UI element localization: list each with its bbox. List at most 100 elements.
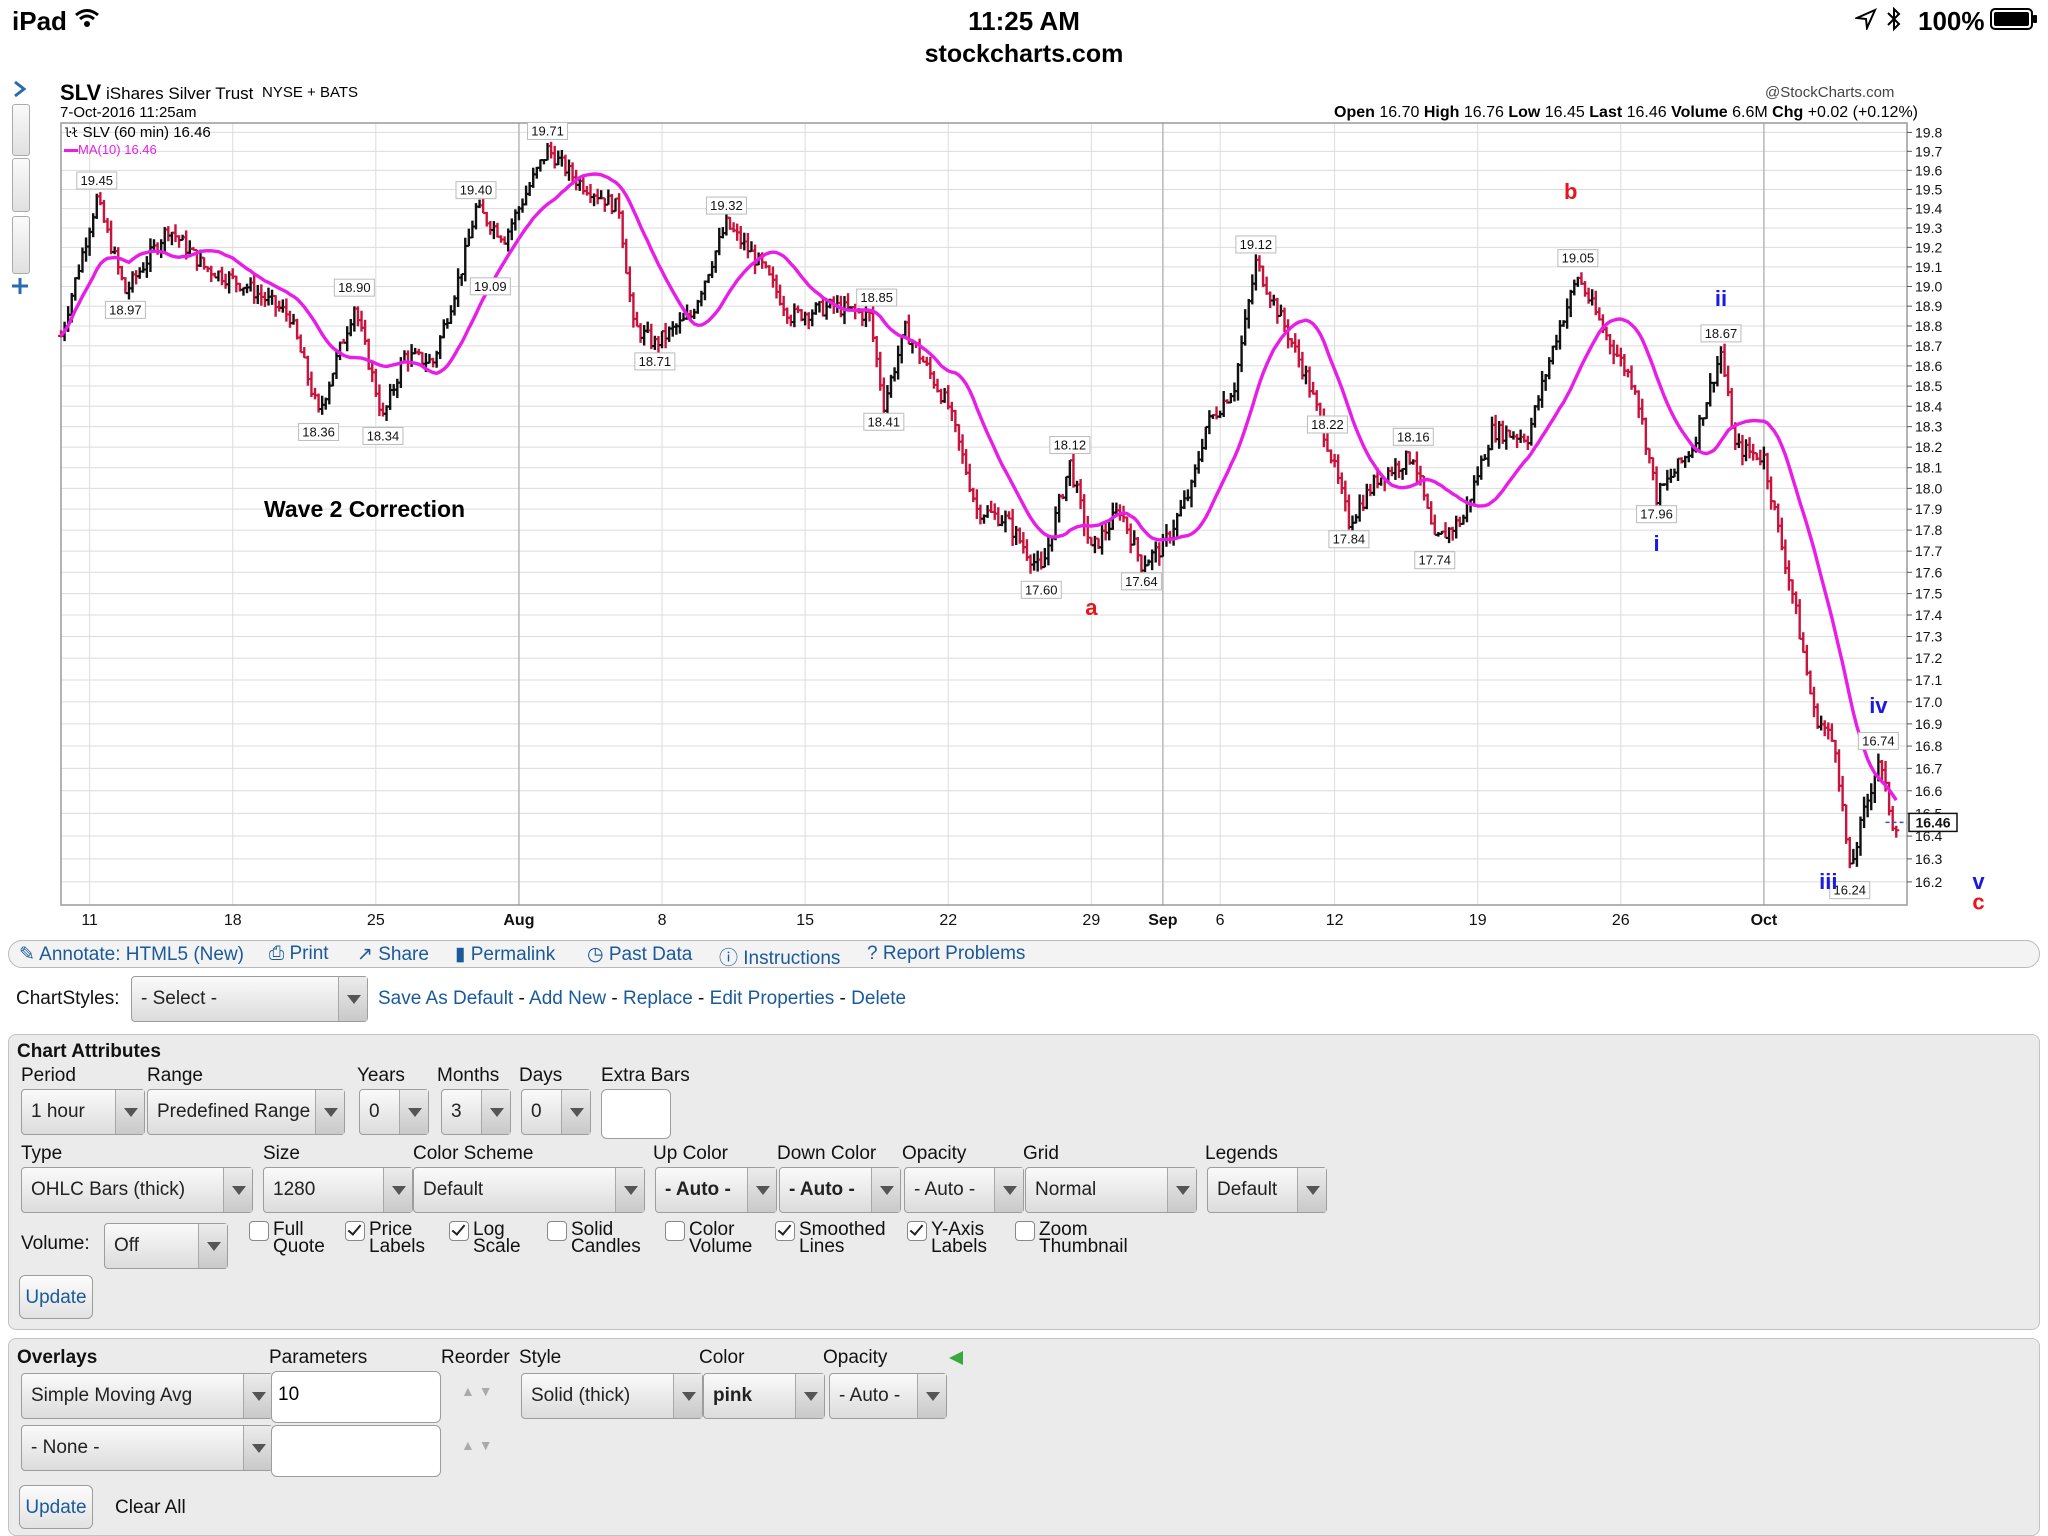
chevron-down-icon xyxy=(917,1374,946,1418)
chevron-down-icon xyxy=(673,1374,702,1418)
checkbox-box[interactable] xyxy=(249,1221,269,1241)
x-tick-label: Sep xyxy=(1148,912,1178,929)
checkbox-box[interactable] xyxy=(665,1221,685,1241)
save-as-default-link[interactable]: Save As Default xyxy=(378,988,514,1009)
instructions-link[interactable]: ⓘ Instructions xyxy=(719,948,841,969)
price-label-box xyxy=(362,426,404,445)
overlays-panel: Overlays Parameters Reorder Style Color … xyxy=(8,1338,2040,1536)
style-label: Style xyxy=(519,1347,562,1368)
down-color-select[interactable]: - Auto - xyxy=(779,1167,901,1213)
legend-price: ŀł SLV (60 min) 16.46 xyxy=(64,124,211,141)
checkbox-box[interactable] xyxy=(1015,1221,1035,1241)
range-select[interactable]: Predefined Range xyxy=(147,1089,345,1135)
chevron-down-icon xyxy=(747,1168,776,1212)
years-select[interactable]: 0 xyxy=(359,1089,429,1135)
price-label-box xyxy=(1020,580,1062,599)
checkbox-box[interactable] xyxy=(775,1221,795,1241)
months-select[interactable]: 3 xyxy=(441,1089,511,1135)
price-labels: 19.45 18.97 18.36 18.90 18.34 19.40 19.09 19.71… xyxy=(76,121,1899,900)
plus-icon[interactable] xyxy=(10,276,30,296)
checkbox-box[interactable] xyxy=(547,1221,567,1241)
stockcharts-watermark: @StockCharts.com xyxy=(1765,84,1895,101)
y-tick-label: 19.2 xyxy=(1915,239,1942,255)
y-tick-label: 19.4 xyxy=(1915,201,1942,217)
y-tick-label: 19.5 xyxy=(1915,181,1942,197)
past-data-link[interactable]: ◷ Past Data xyxy=(587,944,693,965)
permalink-link[interactable]: ▮ Permalink xyxy=(455,944,556,965)
replace-link[interactable]: Replace xyxy=(623,988,693,1009)
y-tick-label: 17.7 xyxy=(1915,543,1942,559)
checkbox-box[interactable] xyxy=(907,1221,927,1241)
overlay-params-input-1[interactable]: 10 xyxy=(271,1371,441,1423)
price-label-box xyxy=(1120,572,1162,591)
scroll-handle-mid[interactable] xyxy=(12,158,30,212)
scroll-handle-top[interactable] xyxy=(12,104,30,156)
price-label-box xyxy=(1857,731,1899,750)
reorder-arrows-1[interactable]: ▲ ▼ xyxy=(461,1383,493,1399)
plot-frame xyxy=(60,122,1908,906)
price-label-box xyxy=(634,352,676,371)
x-tick-label: 12 xyxy=(1326,912,1344,929)
checkbox-box[interactable] xyxy=(345,1221,365,1241)
add-new-link[interactable]: Add New xyxy=(529,988,607,1009)
grid-label: Grid xyxy=(1023,1143,1059,1164)
legend-ma-text: MA(10) 16.46 xyxy=(78,142,157,157)
type-select[interactable]: OHLC Bars (thick) xyxy=(21,1167,253,1213)
overlay-style-select-1[interactable]: Solid (thick) xyxy=(521,1373,703,1419)
overlay-params-input-2[interactable] xyxy=(271,1425,441,1477)
report-problems-link[interactable]: ? Report Problems xyxy=(867,943,1026,964)
price-label: 17.84 xyxy=(1333,532,1366,547)
exchange: NYSE + BATS xyxy=(262,84,359,101)
chevron-down-icon xyxy=(1297,1168,1326,1212)
color-scheme-label: Color Scheme xyxy=(413,1143,534,1164)
days-select[interactable]: 0 xyxy=(521,1089,591,1135)
delete-link[interactable]: Delete xyxy=(851,988,907,1009)
chevron-down-icon xyxy=(795,1374,824,1418)
size-select[interactable]: 1280 xyxy=(263,1167,413,1213)
up-color-select[interactable]: - Auto - xyxy=(655,1167,777,1213)
expand-arrow-icon[interactable] xyxy=(12,80,28,98)
y-tick-label: 16.6 xyxy=(1915,783,1942,799)
price-label: 16.24 xyxy=(1833,883,1866,898)
y-tick-label: 18.5 xyxy=(1915,378,1942,394)
annotate-link[interactable]: ✎ Annotate: HTML5 (New) xyxy=(19,944,245,965)
x-tick-label: Aug xyxy=(503,912,534,929)
wave-label: c xyxy=(1972,890,1984,915)
attributes-update-button[interactable]: Update xyxy=(19,1275,93,1319)
url-bar[interactable]: stockcharts.com xyxy=(924,40,1124,68)
legends-select[interactable]: Default xyxy=(1207,1167,1327,1213)
print-link[interactable]: ⎙ Print xyxy=(269,943,329,964)
extra-bars-input[interactable] xyxy=(601,1089,671,1139)
days-label: Days xyxy=(519,1065,563,1086)
scroll-handle-bottom[interactable] xyxy=(12,216,30,274)
down-color-label: Down Color xyxy=(777,1143,877,1164)
opacity-select[interactable]: - Auto - xyxy=(904,1167,1024,1213)
checkbox-box[interactable] xyxy=(449,1221,469,1241)
color-scheme-select[interactable]: Default xyxy=(413,1167,645,1213)
overlay-type-select-1[interactable]: Simple Moving Avg xyxy=(21,1373,273,1419)
period-select[interactable]: 1 hour xyxy=(21,1089,145,1135)
reorder-arrows-2[interactable]: ▲ ▼ xyxy=(461,1437,493,1453)
price-label-box xyxy=(1049,436,1091,455)
chevron-down-icon xyxy=(1167,1168,1196,1212)
overlay-type-select-2[interactable]: - None - xyxy=(21,1425,273,1471)
play-left-icon[interactable] xyxy=(947,1349,965,1367)
overlay-opacity-select-1[interactable]: - Auto - xyxy=(829,1373,947,1419)
clear-all-link[interactable]: Clear All xyxy=(115,1497,186,1518)
price-chart[interactable]: 19.8 19.7 19.6 19.5 19.4 19.3 19.2 19.1 19.0 18.9… xyxy=(0,78,2048,938)
share-link[interactable]: ↗ Share xyxy=(357,944,429,965)
volume-select[interactable]: Off xyxy=(104,1223,228,1269)
price-label-box xyxy=(527,121,569,140)
checkbox-label: Price Labels xyxy=(369,1219,425,1257)
price-label: 19.05 xyxy=(1562,251,1595,266)
price-label-box xyxy=(1392,427,1434,446)
overlay-color-select-1[interactable]: pink xyxy=(703,1373,825,1419)
wave-2-annotation: Wave 2 Correction xyxy=(264,496,466,522)
overlays-update-button[interactable]: Update xyxy=(19,1485,93,1529)
grid-select[interactable]: Normal xyxy=(1025,1167,1197,1213)
edit-properties-link[interactable]: Edit Properties xyxy=(709,988,835,1009)
chartstyles-select[interactable]: - Select - xyxy=(131,976,368,1022)
x-axis: 11 18 25 Aug 8 15 22 29 Sep 6 12 19 26 Oct xyxy=(81,912,1778,929)
x-tick-label: 8 xyxy=(658,912,667,929)
